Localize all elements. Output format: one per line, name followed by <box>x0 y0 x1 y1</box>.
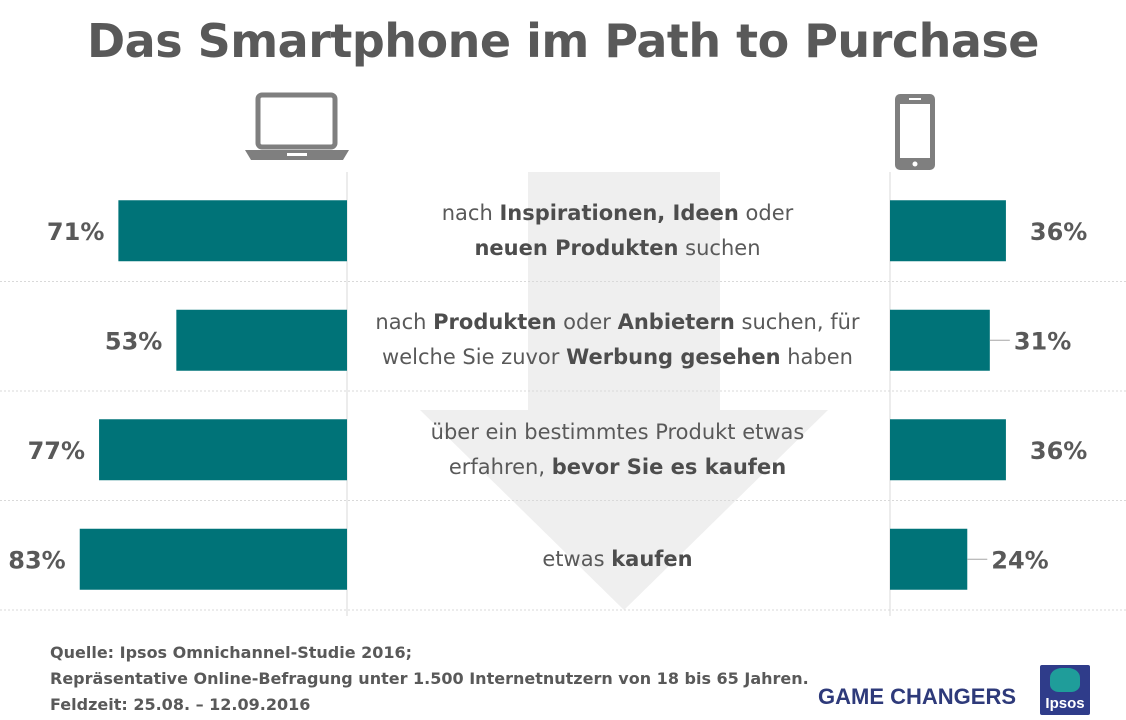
source-line-3: Feldzeit: 25.08. – 12.09.2016 <box>50 695 311 714</box>
bar-smartphone <box>890 200 1006 262</box>
value-label-laptop: 71% <box>47 218 104 246</box>
category-label-line: nach Produkten oder Anbietern suchen, fü… <box>350 305 885 340</box>
source-line-1: Quelle: Ipsos Omnichannel-Studie 2016; <box>50 643 413 662</box>
label-text: nach <box>375 310 434 335</box>
label-emphasis: Inspirationen, Ideen <box>499 200 739 225</box>
smartphone-icon <box>895 94 935 170</box>
bar-laptop <box>79 528 348 590</box>
category-label-line: über ein bestimmtes Produkt etwas <box>350 415 885 450</box>
label-text: nach <box>441 200 500 225</box>
label-emphasis: Anbietern <box>617 310 735 335</box>
ipsos-logo-icon: Ipsos <box>1040 665 1090 715</box>
label-emphasis: bevor Sie es kaufen <box>551 454 787 479</box>
label-text: über ein bestimmtes Produkt etwas <box>430 419 805 444</box>
category-label-line: welche Sie zuvor Werbung gesehen haben <box>350 340 885 375</box>
ipsos-logo-mark <box>1050 668 1080 692</box>
brand-tagline: GAME CHANGERS <box>818 684 1017 709</box>
label-text: erfahren, <box>448 454 552 479</box>
category-label: nach Inspirationen, Ideen oder neuen Prod… <box>350 196 885 266</box>
value-label-laptop: 77% <box>28 437 85 465</box>
value-label-smartphone: 36% <box>1030 437 1087 465</box>
page-title: Das Smartphone im Path to Purchase <box>86 14 1040 68</box>
value-label-laptop: 53% <box>105 327 162 355</box>
label-emphasis: Produkten <box>433 310 557 335</box>
bar-laptop <box>176 309 347 371</box>
category-label-line: erfahren, bevor Sie es kaufen <box>350 450 885 485</box>
label-emphasis: Werbung gesehen <box>566 345 781 370</box>
laptop-icon <box>245 92 349 160</box>
label-text: welche Sie zuvor <box>382 345 567 370</box>
bar-smartphone <box>890 528 968 590</box>
value-label-smartphone: 36% <box>1030 218 1087 246</box>
bar-smartphone <box>890 309 990 371</box>
category-label: etwas kaufen <box>350 542 885 577</box>
bar-smartphone <box>890 419 1006 481</box>
bar-laptop <box>99 419 347 481</box>
source-line-2: Repräsentative Online-Befragung unter 1.… <box>50 669 809 688</box>
source-note: Quelle: Ipsos Omnichannel-Studie 2016; R… <box>50 640 809 718</box>
label-emphasis: kaufen <box>611 546 693 571</box>
category-label: nach Produkten oder Anbietern suchen, fü… <box>350 305 885 375</box>
label-text: oder <box>556 310 618 335</box>
label-text: haben <box>780 345 853 370</box>
ipsos-logo-text: Ipsos <box>1045 695 1085 712</box>
category-label-line: etwas kaufen <box>350 542 885 577</box>
category-label: über ein bestimmtes Produkt etwas erfahre… <box>350 415 885 485</box>
label-emphasis: neuen Produkten <box>474 235 679 260</box>
label-text: oder <box>738 200 794 225</box>
value-label-laptop: 83% <box>8 546 65 574</box>
category-label-line: neuen Produkten suchen <box>350 231 885 266</box>
value-label-smartphone: 24% <box>991 546 1048 574</box>
bar-laptop <box>118 200 347 262</box>
value-label-smartphone: 31% <box>1014 327 1071 355</box>
label-text: suchen, für <box>734 310 860 335</box>
label-text: suchen <box>678 235 761 260</box>
category-label-line: nach Inspirationen, Ideen oder <box>350 196 885 231</box>
label-text: etwas <box>542 546 612 571</box>
